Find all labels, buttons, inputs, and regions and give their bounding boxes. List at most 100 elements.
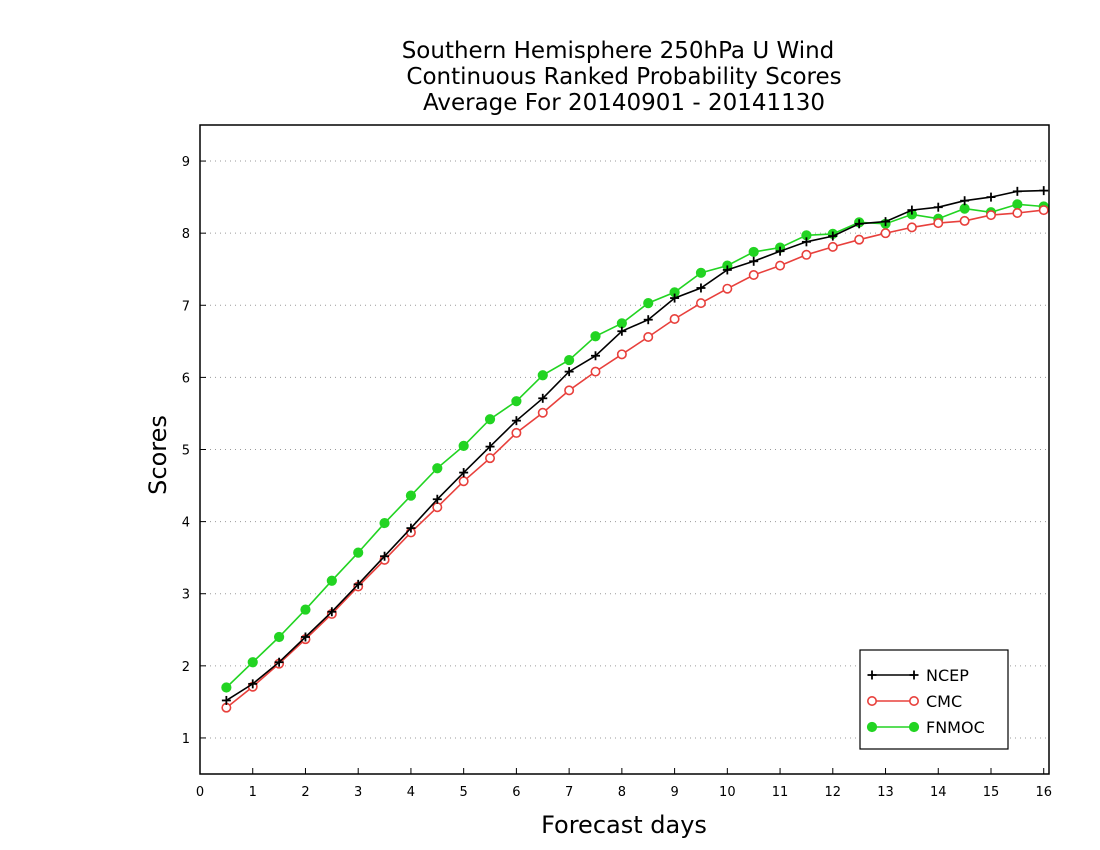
x-axis-label: Forecast days: [541, 811, 707, 839]
point-ncep: [538, 393, 548, 403]
point-cmc: [1012, 207, 1023, 218]
y-tick-label: 7: [182, 299, 190, 314]
x-tick-label: 5: [460, 785, 468, 800]
point-ncep: [406, 523, 416, 533]
legend-marker-cmc: [908, 695, 919, 706]
point-fnmoc: [432, 463, 443, 474]
point-ncep: [1012, 186, 1022, 196]
series-ncep: [221, 186, 1049, 705]
point-fnmoc: [247, 657, 258, 668]
point-ncep: [432, 494, 442, 504]
point-ncep: [564, 367, 574, 377]
x-tick-label: 13: [877, 785, 894, 800]
x-tick-label: 4: [407, 785, 415, 800]
point-ncep: [854, 219, 864, 229]
series-line-cmc: [225, 209, 1044, 709]
legend: NCEP CMC FNMOC: [859, 649, 1009, 750]
point-cmc: [695, 298, 706, 309]
point-ncep: [248, 679, 258, 689]
point-ncep: [353, 579, 363, 589]
point-cmc: [616, 349, 627, 360]
legend-items: NCEP CMC FNMOC: [866, 666, 985, 737]
point-cmc: [933, 218, 944, 229]
series-line-fnmoc: [225, 203, 1044, 689]
legend-label-fnmoc: FNMOC: [926, 718, 985, 737]
x-tick-label: 10: [719, 785, 736, 800]
point-ncep: [327, 607, 337, 617]
y-tick-label: 3: [182, 588, 190, 603]
point-ncep: [1039, 186, 1049, 196]
point-ncep: [590, 351, 600, 361]
point-cmc: [537, 407, 548, 418]
legend-marker-fnmoc: [866, 721, 878, 733]
point-cmc: [854, 234, 865, 245]
x-tick-label: 1: [249, 785, 257, 800]
plot-frame: [199, 124, 1050, 775]
point-ncep: [459, 468, 469, 478]
title-line-3: Average For 20140901 - 20141130: [423, 90, 825, 116]
point-cmc: [643, 332, 654, 343]
point-cmc: [564, 385, 575, 396]
x-tick-label: 16: [1035, 785, 1052, 800]
point-cmc: [801, 249, 812, 260]
point-cmc: [1038, 205, 1049, 216]
point-fnmoc: [405, 490, 417, 501]
point-cmc: [432, 502, 443, 513]
point-cmc: [511, 427, 522, 438]
point-fnmoc: [616, 318, 627, 329]
point-ncep: [960, 196, 970, 206]
point-cmc: [590, 366, 601, 377]
point-ncep: [933, 202, 943, 212]
point-ncep: [274, 657, 284, 667]
point-cmc: [827, 241, 838, 252]
point-fnmoc: [484, 414, 496, 425]
point-cmc: [748, 269, 759, 280]
point-fnmoc: [273, 631, 285, 643]
point-cmc: [485, 453, 496, 464]
point-fnmoc: [379, 517, 390, 529]
point-cmc: [906, 222, 917, 233]
point-fnmoc: [511, 396, 522, 407]
point-ncep: [696, 283, 706, 293]
point-fnmoc: [353, 547, 364, 558]
x-tick-label: 6: [512, 785, 520, 800]
legend-box: [859, 649, 1009, 750]
y-tick-label: 8: [182, 227, 190, 242]
point-fnmoc: [748, 246, 759, 258]
x-tick-label: 2: [301, 785, 309, 800]
legend-item-ncep: NCEP: [867, 666, 969, 685]
x-tick-label: 11: [772, 785, 789, 800]
point-ncep: [828, 231, 838, 241]
point-ncep: [221, 695, 231, 705]
x-tick-label: 8: [618, 785, 626, 800]
x-tick-label: 9: [670, 785, 678, 800]
point-ncep: [775, 246, 785, 256]
title-line-2: Continuous Ranked Probability Scores: [406, 64, 841, 90]
series-cmc: [221, 205, 1049, 713]
legend-marker-cmc: [866, 695, 877, 706]
point-ncep: [643, 315, 653, 325]
title-line-1: Southern Hemisphere 250hPa U Wind: [402, 38, 835, 64]
point-ncep: [670, 293, 680, 303]
point-ncep: [749, 256, 759, 266]
x-tick-label: 7: [565, 785, 573, 800]
point-fnmoc: [326, 575, 337, 586]
point-fnmoc: [959, 203, 970, 214]
x-tick-label: 15: [983, 785, 1000, 800]
point-fnmoc: [564, 354, 575, 366]
point-ncep: [907, 205, 917, 215]
point-fnmoc: [695, 267, 707, 278]
point-fnmoc: [458, 440, 469, 451]
data-series: [221, 186, 1049, 713]
y-axis-label: Scores: [144, 415, 172, 495]
point-ncep: [881, 217, 891, 227]
x-tick-label: 0: [196, 785, 204, 800]
chart-title: Southern Hemisphere 250hPa U Wind Contin…: [402, 38, 842, 116]
point-ncep: [722, 265, 732, 275]
point-cmc: [880, 228, 891, 239]
legend-marker-ncep: [909, 670, 919, 680]
point-ncep: [617, 326, 627, 336]
series-line-ncep: [225, 189, 1044, 702]
point-cmc: [458, 476, 469, 487]
legend-marker-fnmoc: [908, 721, 920, 733]
